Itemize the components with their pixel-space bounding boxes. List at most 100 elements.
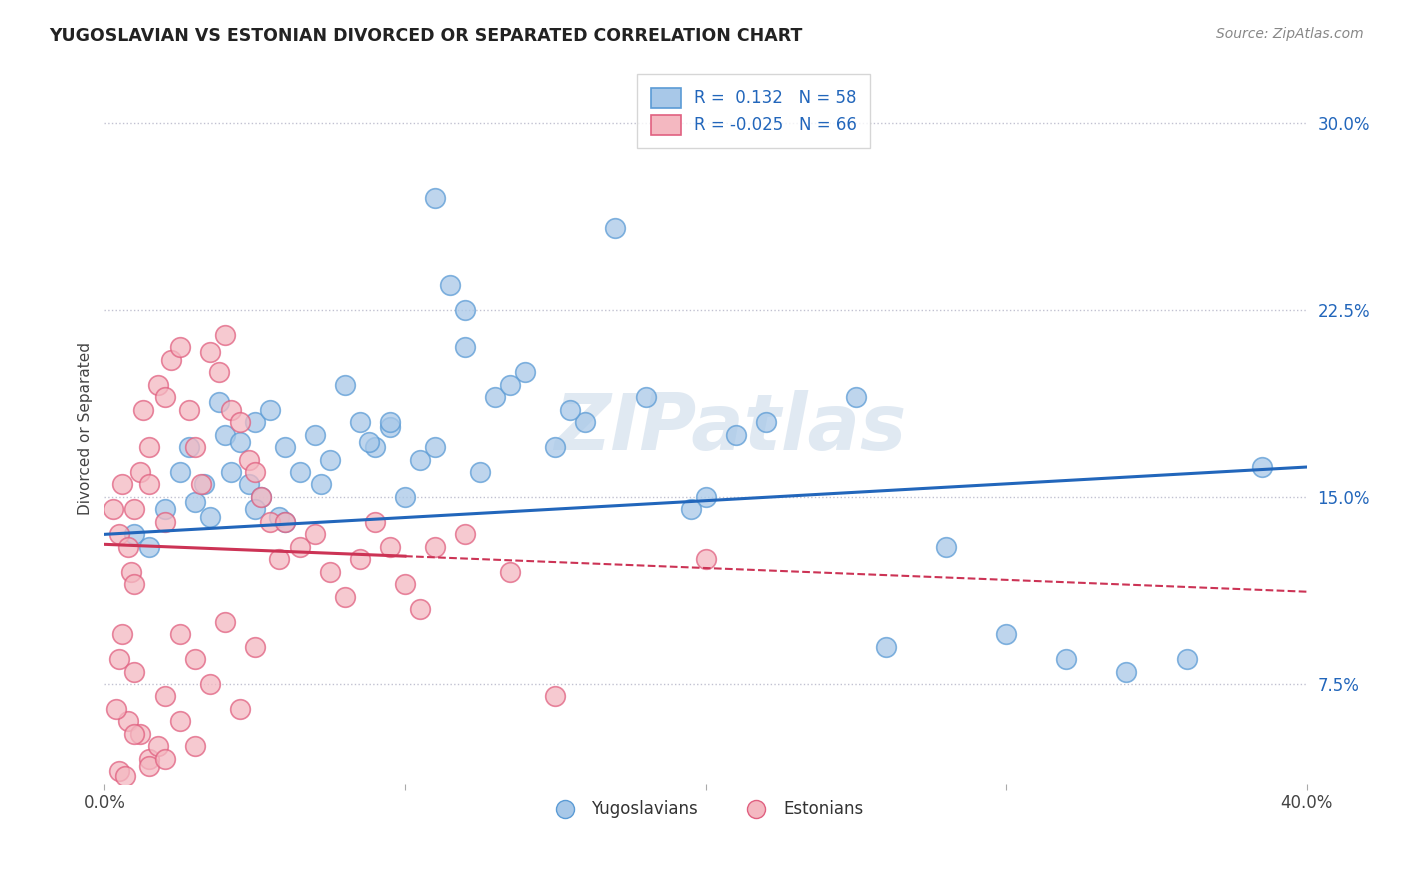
Point [138,540,160,554]
Point [193,477,215,491]
Point [108,652,131,666]
Point [153,690,176,704]
Point [124,502,146,516]
Point [499,377,522,392]
Point [214,427,236,442]
Point [124,577,146,591]
Point [288,465,311,479]
Point [249,490,271,504]
Point [423,440,446,454]
Point [124,665,146,679]
Point [378,420,401,434]
Point [124,727,146,741]
Point [259,515,281,529]
Point [544,690,567,704]
Point [198,345,221,359]
Legend: Yugoslavians, Estonians: Yugoslavians, Estonians [541,794,870,825]
Point [274,440,297,454]
Point [845,390,868,404]
Point [454,527,477,541]
Point [153,502,176,516]
Point [274,515,297,529]
Point [228,435,250,450]
Point [679,502,702,516]
Point [190,477,212,491]
Point [169,340,191,354]
Point [129,727,152,741]
Point [378,540,401,554]
Point [183,440,205,454]
Point [1054,652,1077,666]
Point [439,277,461,292]
Point [153,752,176,766]
Point [138,752,160,766]
Point [560,402,582,417]
Point [394,490,416,504]
Point [695,490,717,504]
Point [875,640,897,654]
Point [378,415,401,429]
Point [243,465,266,479]
Point [333,590,356,604]
Point [515,365,537,379]
Point [198,509,221,524]
Point [219,402,242,417]
Point [183,739,205,754]
Point [319,452,342,467]
Point [409,452,432,467]
Y-axis label: Divorced or Separated: Divorced or Separated [79,342,93,515]
Point [183,652,205,666]
Point [132,402,155,417]
Point [169,627,191,641]
Point [695,552,717,566]
Point [228,702,250,716]
Text: Source: ZipAtlas.com: Source: ZipAtlas.com [1216,27,1364,41]
Point [117,714,139,729]
Point [364,440,387,454]
Point [148,739,170,754]
Point [394,577,416,591]
Point [214,615,236,629]
Point [288,540,311,554]
Point [935,540,957,554]
Point [117,540,139,554]
Point [243,640,266,654]
Point [267,552,290,566]
Point [120,565,142,579]
Point [319,565,342,579]
Point [129,465,152,479]
Point [454,302,477,317]
Point [349,552,371,566]
Point [484,390,506,404]
Point [243,415,266,429]
Point [409,602,432,616]
Point [634,390,657,404]
Point [138,759,160,773]
Point [304,427,326,442]
Point [274,515,297,529]
Point [111,627,134,641]
Point [114,769,136,783]
Point [219,465,242,479]
Point [724,427,747,442]
Point [333,377,356,392]
Point [243,502,266,516]
Point [309,477,332,491]
Point [605,220,627,235]
Point [349,415,371,429]
Point [177,402,200,417]
Point [304,527,326,541]
Point [238,452,260,467]
Point [267,509,290,524]
Point [423,191,446,205]
Point [995,627,1018,641]
Point [169,714,191,729]
Point [207,395,229,409]
Point [153,515,176,529]
Point [423,540,446,554]
Point [153,390,176,404]
Point [499,565,522,579]
Point [111,477,134,491]
Point [177,440,200,454]
Point [364,515,387,529]
